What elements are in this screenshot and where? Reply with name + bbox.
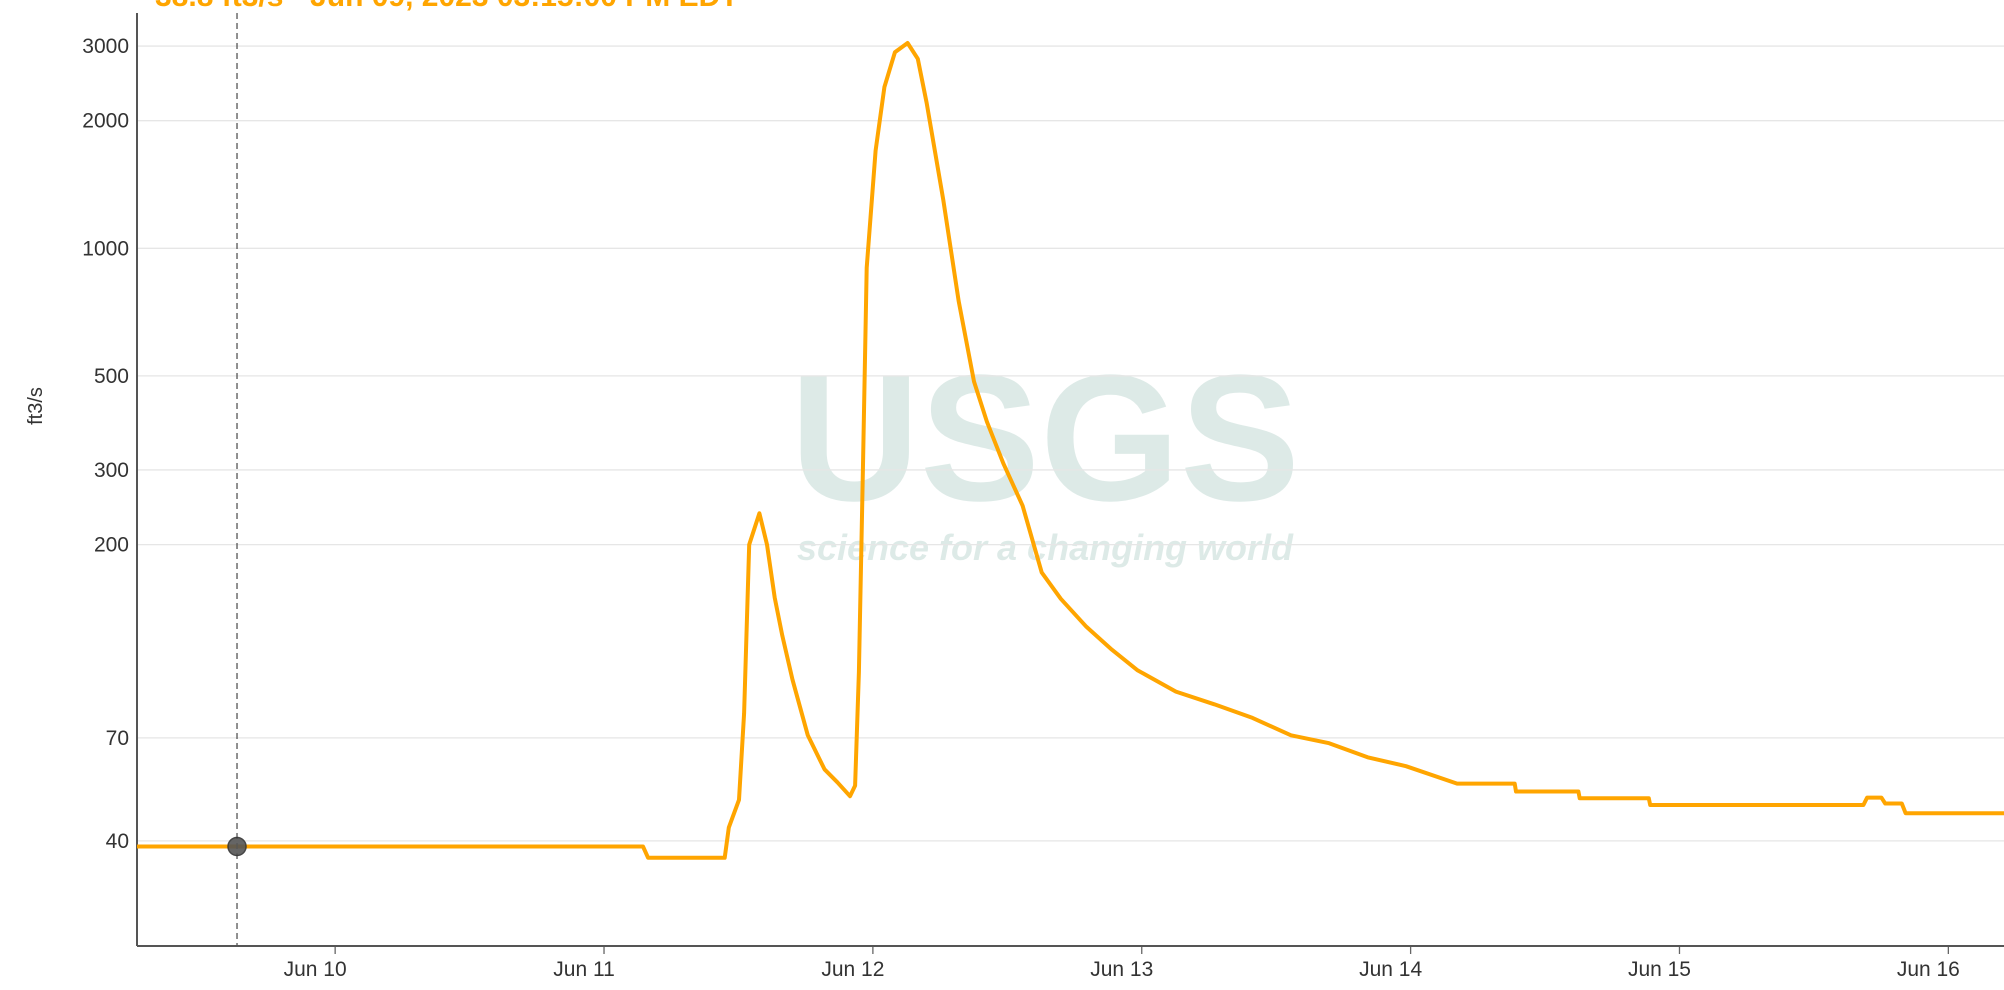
series-line [137,41,2004,860]
y-tick-label: 200 [94,534,129,557]
chart-title: 38.8 ft3/s - Jun 09, 2023 03:15:00 PM ED… [155,0,739,13]
x-tick-label: Jun 15 [1628,958,1691,981]
x-tick-label: Jun 11 [553,958,615,981]
x-tick-label: Jun 12 [821,958,884,981]
x-tick-label: Jun 10 [284,958,347,981]
y-tick-label: 40 [106,830,129,853]
y-tick-label: 3000 [82,35,129,58]
y-tick-label: 2000 [82,110,129,133]
y-tick-label: 500 [94,365,129,388]
y-tick-label: 70 [106,727,129,750]
watermark-tagline: science for a changing world [797,527,1294,568]
watermark: USGS science for a changing world [790,338,1300,568]
watermark-logo: USGS [790,338,1300,539]
y-tick-label: 300 [94,459,129,482]
x-tick-label: Jun 13 [1090,958,1153,981]
y-tick-label: 1000 [82,237,129,260]
hover-point [227,836,247,857]
x-tick-label: Jun 16 [1897,958,1960,981]
y-axis-label: ft3/s [25,387,47,425]
x-tick-label: Jun 14 [1359,958,1422,981]
